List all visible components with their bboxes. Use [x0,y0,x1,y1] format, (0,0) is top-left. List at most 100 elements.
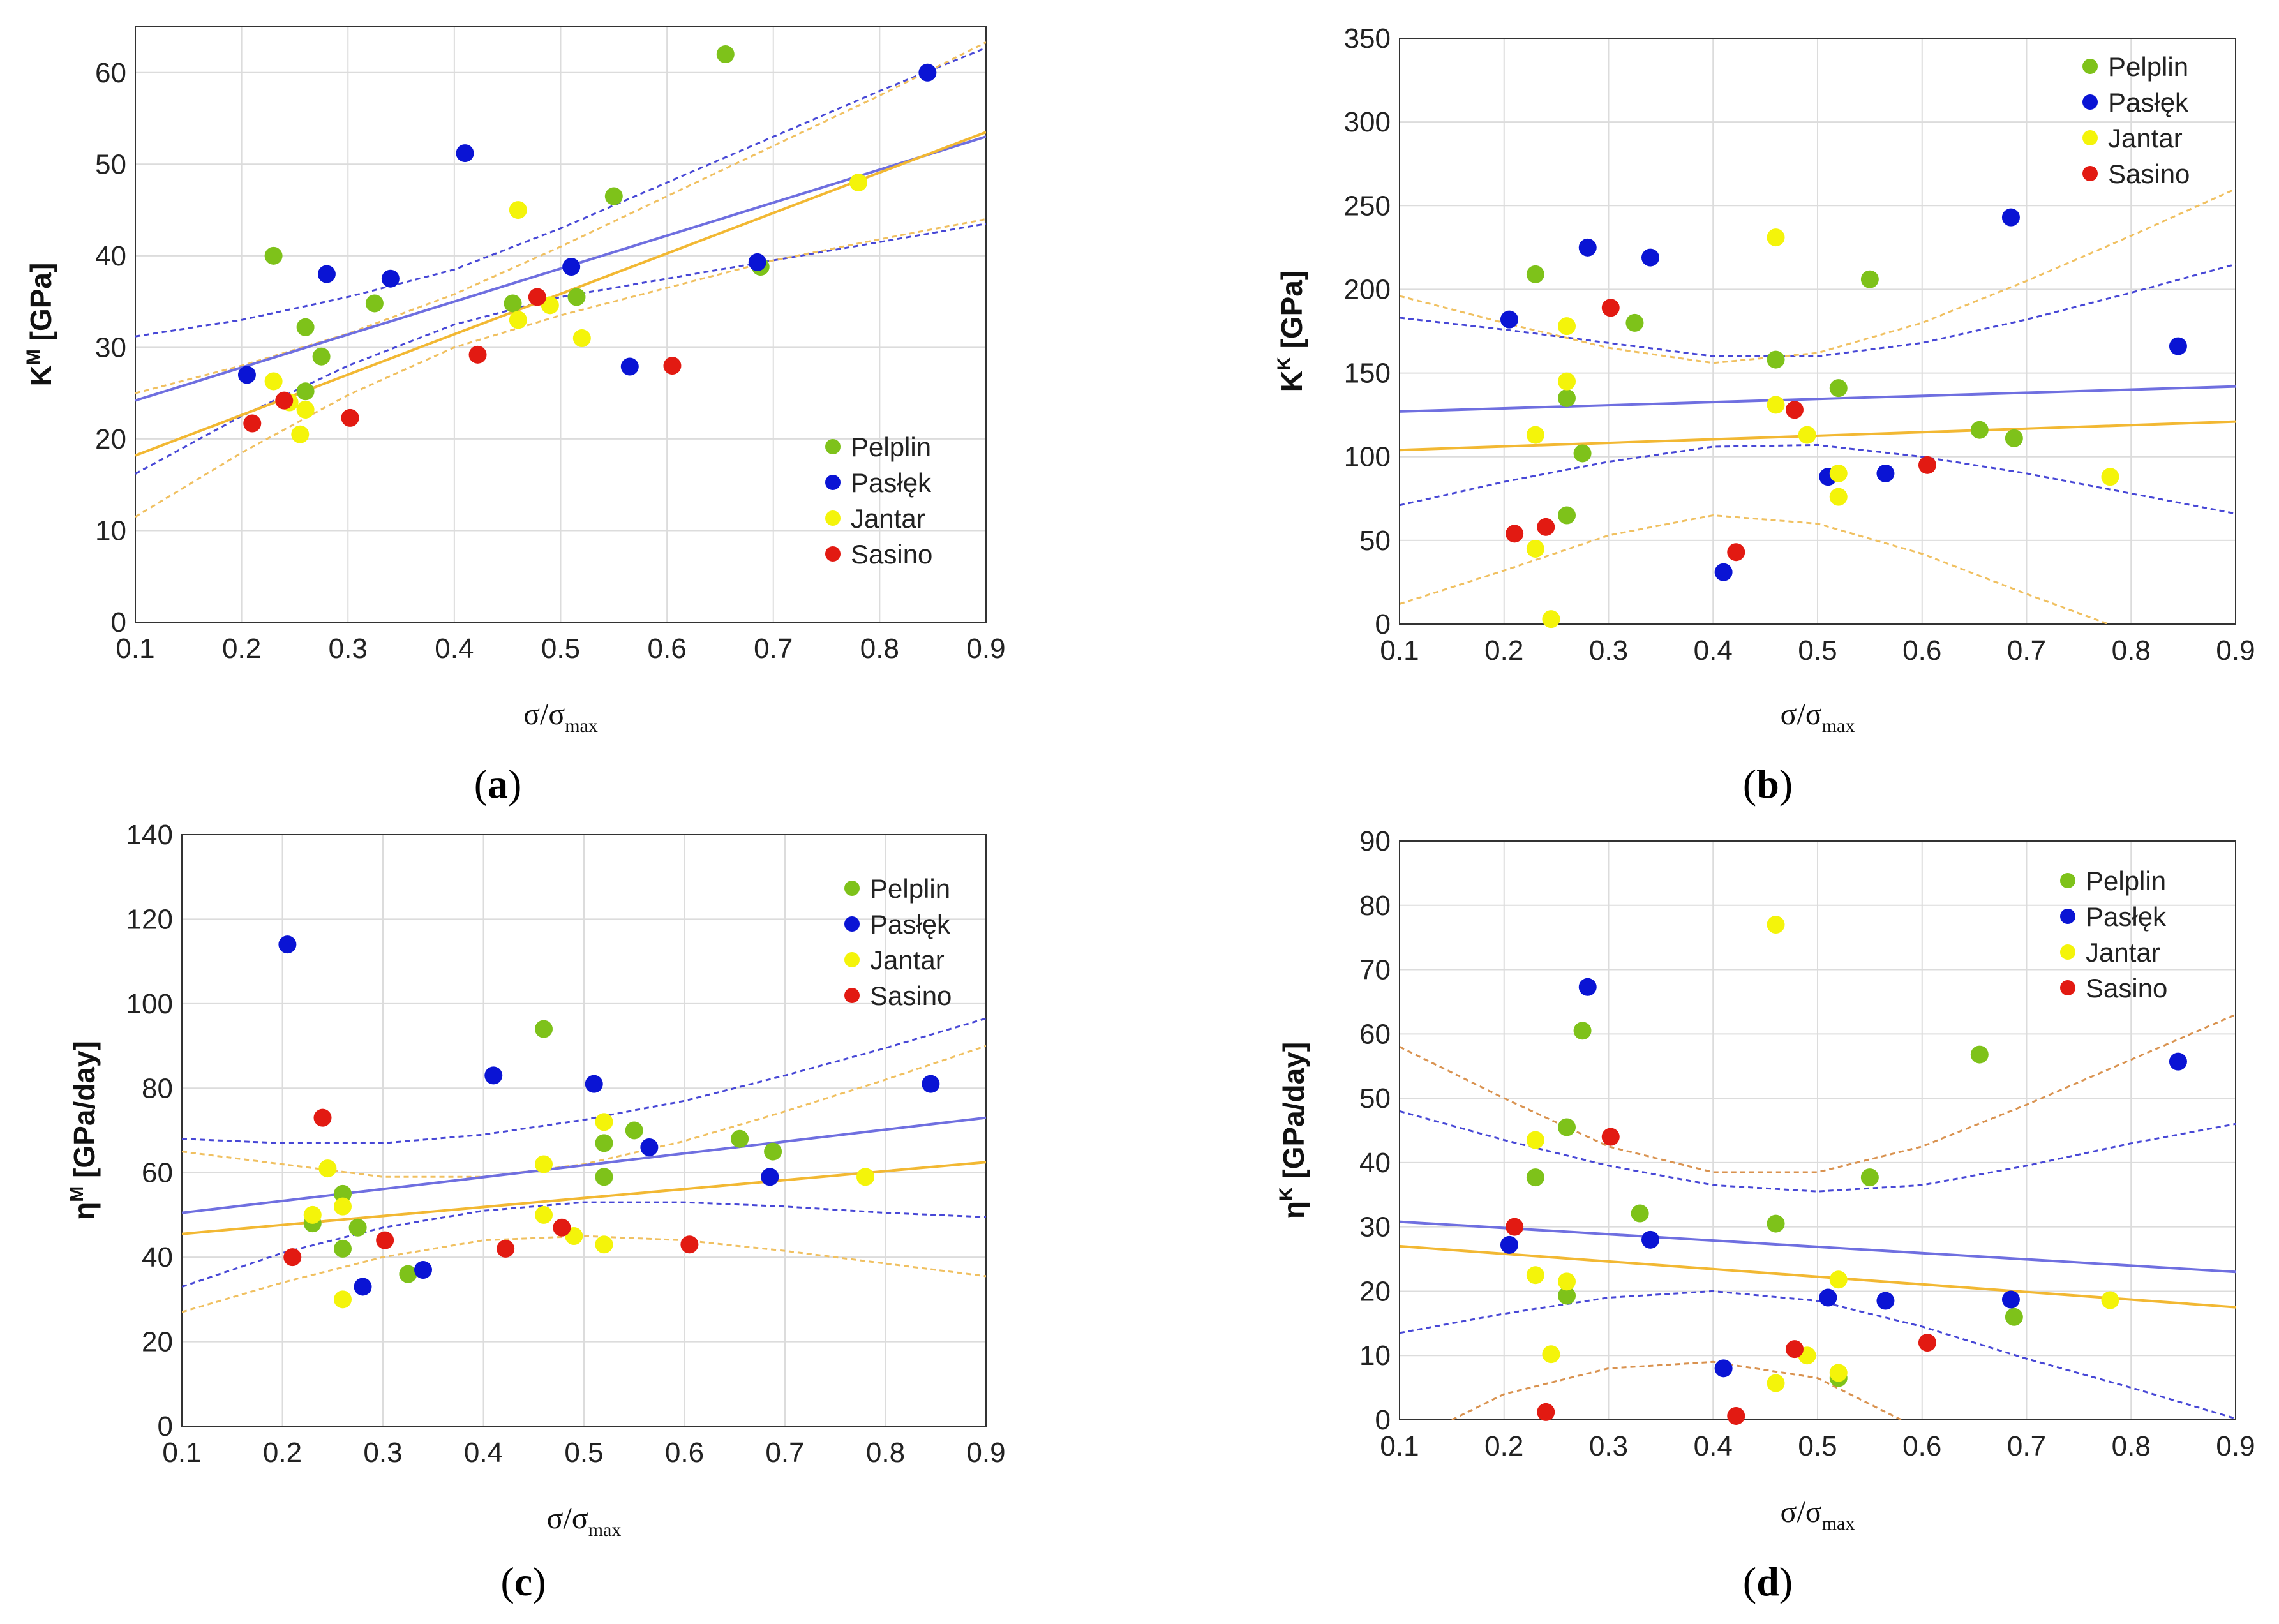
x-tick-label: 0.9 [966,633,1005,664]
y-tick-label: 140 [126,819,173,851]
data-point [283,1248,302,1267]
data-point [663,357,682,375]
data-point [2101,468,2119,486]
x-axis-title-sub: max [565,715,598,736]
legend-marker [844,881,860,896]
panel-label-close: ) [508,761,521,807]
legend-marker [825,546,841,562]
y-tick-label: 250 [1344,190,1391,221]
y-tick-label: 40 [142,1242,173,1273]
regression-line [1400,1220,2236,1274]
regression-line [1400,385,2236,413]
data-point [1526,1131,1544,1149]
x-tick-label: 0.9 [966,1437,1005,1468]
y-tick-label: 20 [95,424,126,455]
data-point [1506,1218,1524,1236]
regression-line [182,1116,986,1214]
y-tick-label: 40 [95,241,126,272]
data-point [585,1075,603,1093]
x-axis-title-main: σ/σ [1781,697,1822,731]
legend-marker [2082,94,2098,110]
x-tick-label: 0.8 [2112,1431,2151,1462]
data-point [1767,916,1785,934]
y-tick-label: 100 [1344,442,1391,473]
confidence-band-line [135,218,986,518]
data-point [535,1205,553,1224]
x-tick-label: 0.8 [2112,635,2151,666]
x-tick-label: 0.2 [222,633,261,664]
data-point [1625,313,1644,332]
plot-frame [1399,38,2236,625]
data-point [2169,1052,2187,1071]
data-point [2169,337,2187,355]
x-tick-label: 0.9 [2216,635,2255,666]
chart-panel-b: 0.1 0.2 0.3 0.4 0.5 0.6 0.7 0.8 0.9 0 50 100 150 200 2… [1274,23,2255,807]
data-point [1558,389,1576,407]
data-point [348,1218,367,1237]
y-tick-label: 90 [1359,826,1391,857]
data-point [1767,396,1785,414]
panel-label-open: ( [500,1559,514,1604]
panel-label-open: ( [474,761,488,807]
y-tick-label: 60 [1359,1018,1391,1050]
y-axis-title-sup: K [1276,1187,1297,1201]
data-point [764,1142,782,1161]
legend-label: Pasłęk [2086,902,2167,932]
y-tick-label: 30 [1359,1212,1391,1243]
data-point [1727,1406,1745,1425]
legend: Pelplin Pasłęk Jantar Sasino [2082,52,2190,189]
y-tick-label: 120 [126,904,173,935]
data-point [1601,299,1620,317]
x-tick-label: 0.3 [1589,1431,1628,1462]
series-sasino [283,1108,699,1267]
x-tick-label: 0.4 [464,1437,503,1468]
data-point [1918,1334,1936,1352]
data-point [1500,310,1518,329]
data-point [1860,270,1879,288]
panel-label-close: ) [532,1559,546,1604]
data-point [1767,1214,1785,1233]
legend-label: Pelplin [2086,866,2166,896]
series-pelplin [264,45,770,401]
data-point [1970,1045,1989,1064]
panel-label: (a) [474,761,522,807]
series-pasłęk [237,63,937,384]
data-point [354,1278,372,1296]
data-point [291,425,310,443]
y-axis-title: ηM [GPa/day] [66,1041,101,1220]
legend-label: Pasłęk [851,468,932,498]
legend-label: Sasino [2086,973,2167,1003]
x-tick-label: 0.4 [1694,635,1733,666]
legend: Pelplin Pasłęk Jantar Sasino [2060,866,2167,1003]
legend-marker [825,510,841,526]
y-axis-title-main: K [1275,371,1308,392]
legend-label: Jantar [2108,123,2183,153]
data-point [553,1218,571,1237]
data-point [414,1261,432,1279]
legend-marker [844,988,860,1003]
data-point [1829,464,1848,482]
y-axis-title-unit: [GPa] [1275,271,1308,357]
panel-label-close: ) [1779,761,1793,807]
y-axis-title-unit: [GPa/day] [1277,1042,1310,1188]
regression-line [135,135,986,402]
x-tick-label: 0.6 [1902,635,1941,666]
data-point [595,1235,613,1254]
x-tick-label: 0.8 [866,1437,905,1468]
legend-label: Jantar [2086,937,2160,967]
x-tick-label: 0.2 [1484,635,1523,666]
data-point [1767,350,1785,369]
panel-label-letter: c [514,1559,532,1604]
y-tick-label: 20 [1359,1276,1391,1307]
data-point [2005,1307,2023,1326]
data-point [2005,429,2023,447]
y-tick-label: 10 [1359,1340,1391,1371]
data-point [303,1205,322,1224]
x-tick-label: 0.3 [1589,635,1628,666]
data-point [1819,1288,1837,1307]
confidence-band-line [135,41,986,394]
plot-frame [181,834,987,1427]
y-tick-label: 350 [1344,23,1391,54]
data-point [1798,426,1816,444]
data-point [1578,238,1597,257]
